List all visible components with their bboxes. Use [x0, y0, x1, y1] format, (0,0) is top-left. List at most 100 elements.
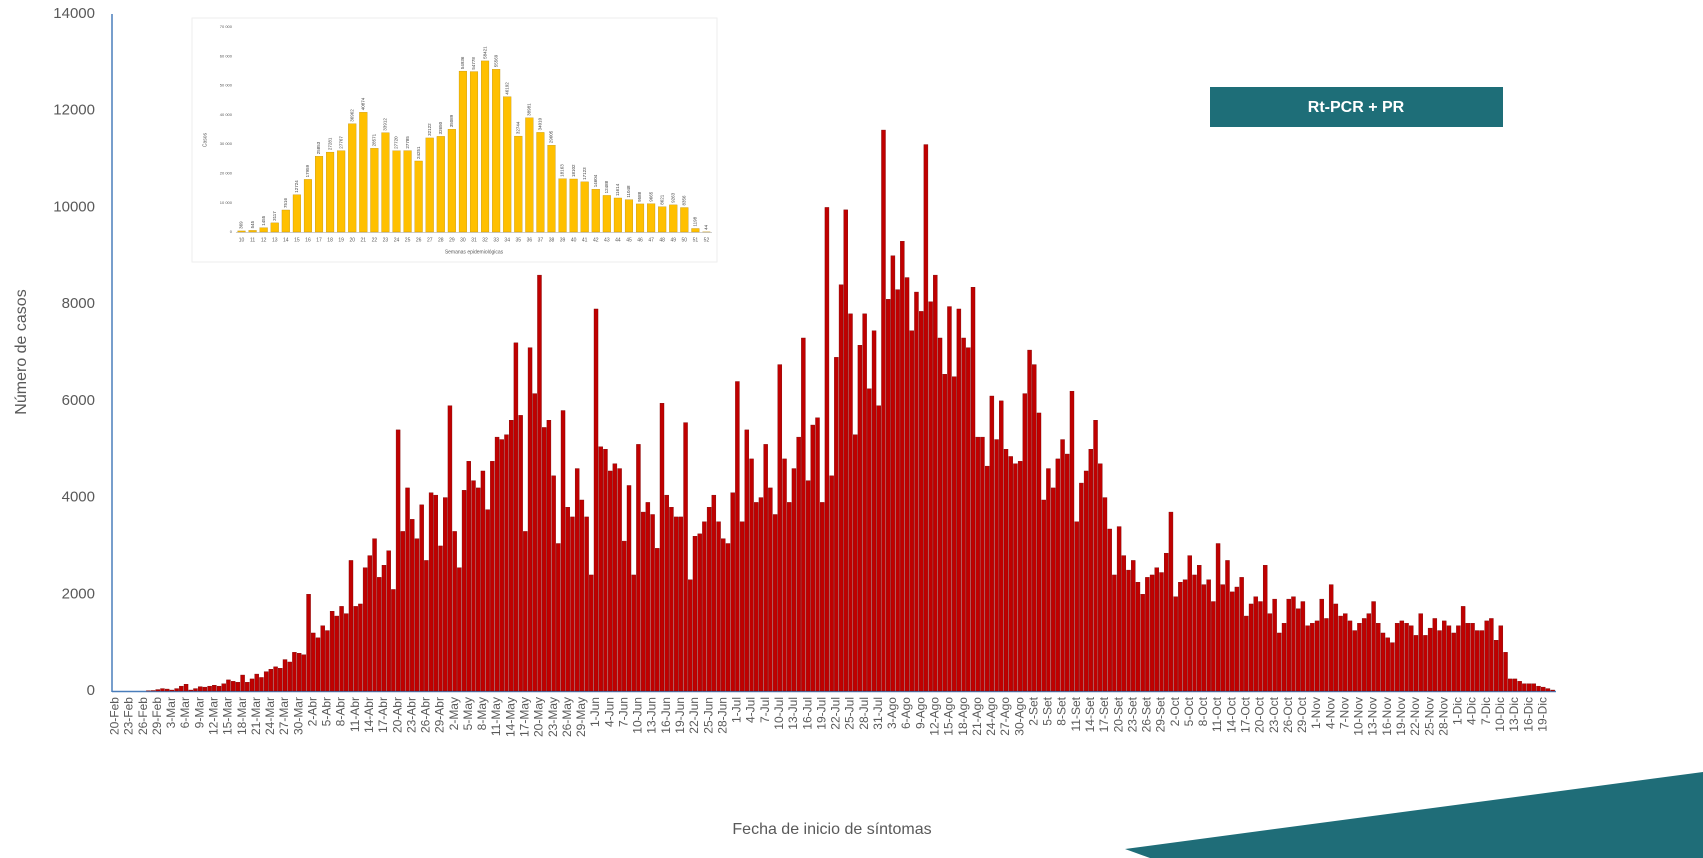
x-tick-label: 4-Nov [1323, 697, 1337, 729]
inset-bar [658, 206, 667, 233]
x-tick-label: 11-Abr [348, 697, 362, 732]
x-tick-label: 7-Jul [758, 697, 772, 723]
inset-data-label: 54778 [471, 57, 476, 70]
bar [1347, 620, 1353, 692]
x-tick-label: 10-Nov [1352, 697, 1366, 736]
inset-x-tick-label: 48 [659, 237, 665, 243]
bar [551, 475, 556, 692]
bar [1055, 458, 1061, 692]
bar [466, 461, 471, 692]
inset-y-tick-label: 70 000 [220, 24, 233, 29]
bar [372, 538, 377, 692]
x-tick-label: 29-Oct [1295, 696, 1309, 733]
x-tick-label: 12-Ago [927, 697, 941, 736]
inset-bar [436, 136, 445, 233]
inset-x-tick-label: 30 [460, 237, 466, 243]
bar [428, 492, 434, 692]
bar [419, 504, 424, 692]
x-tick-label: 13-Dic [1507, 697, 1521, 732]
bar [306, 594, 311, 692]
bar [532, 393, 537, 692]
bar [1069, 390, 1075, 692]
bar [607, 470, 613, 692]
inset-bar [326, 151, 335, 233]
bar [1116, 526, 1122, 692]
bar [721, 538, 726, 692]
inset-bar [636, 203, 645, 233]
inset-x-tick-label: 40 [571, 237, 577, 243]
bar [344, 613, 349, 692]
bar [395, 429, 401, 692]
inset-y-tick-label: 10 000 [220, 200, 233, 205]
bar [155, 689, 160, 692]
bar [848, 313, 853, 692]
x-tick-label: 26-Oct [1281, 696, 1295, 733]
x-tick-label: 16-Nov [1380, 697, 1394, 736]
bar [1418, 613, 1423, 692]
x-tick-label: 19-Jul [814, 697, 828, 730]
x-tick-label: 17-Oct [1239, 696, 1253, 733]
inset-data-label: 46192 [504, 82, 509, 95]
bar [1013, 463, 1018, 692]
bar [1404, 623, 1409, 692]
inset-bar [303, 179, 312, 233]
inset-x-tick-label: 38 [549, 237, 555, 243]
inset-bar [259, 227, 268, 233]
bar [999, 400, 1004, 692]
inset-data-label: 545 [250, 220, 255, 228]
inset-data-label: 18163 [560, 164, 565, 177]
bar [278, 668, 283, 692]
bar [358, 603, 363, 692]
bar [1164, 552, 1169, 692]
bar [1394, 623, 1400, 692]
bar [377, 577, 382, 692]
bar [909, 330, 914, 692]
bar [1211, 601, 1216, 692]
x-tick-label: 29-Abr [433, 697, 447, 733]
bar [1380, 632, 1386, 692]
bar [1215, 543, 1221, 692]
bar [1046, 468, 1051, 692]
bar [1446, 625, 1452, 692]
inset-x-tick-label: 21 [361, 237, 367, 243]
x-tick-label: 6-Ago [899, 697, 913, 729]
bar [1178, 581, 1183, 692]
bar [1550, 689, 1555, 692]
inset-data-label: 1198 [693, 216, 698, 226]
inset-data-label: 44 [704, 224, 709, 230]
inset-x-tick-label: 43 [604, 237, 610, 243]
inset-data-label: 9588 [637, 191, 642, 202]
decoration-swoosh [1125, 772, 1703, 858]
inset-bar [381, 132, 390, 233]
x-tick-label: 26-Feb [136, 697, 150, 735]
bar [673, 516, 679, 692]
bar [1531, 683, 1536, 692]
y-tick-label: 6000 [62, 392, 95, 409]
bar [1517, 681, 1522, 692]
x-tick-label: 22-Jul [829, 697, 843, 730]
bar [843, 209, 848, 692]
bar [1376, 623, 1381, 692]
bar [212, 684, 217, 692]
inset-data-label: 36962 [349, 109, 354, 122]
bar [1050, 487, 1056, 692]
bar [1291, 596, 1296, 692]
bar [598, 446, 603, 692]
x-tick-label: 29-May [574, 697, 588, 737]
bar [504, 434, 509, 692]
bar [1248, 603, 1254, 692]
inset-bar [525, 117, 534, 233]
x-tick-label: 28-Jul [857, 697, 871, 730]
inset-bar [536, 132, 545, 233]
bar [287, 661, 292, 692]
bar [268, 669, 274, 692]
bar [626, 485, 632, 692]
inset-y-tick-label: 30 000 [220, 141, 233, 146]
inset-bar [647, 203, 656, 233]
bar [301, 654, 307, 692]
bar [254, 673, 259, 692]
bar [584, 516, 589, 692]
inset-bar [580, 181, 589, 233]
bar [933, 274, 938, 692]
